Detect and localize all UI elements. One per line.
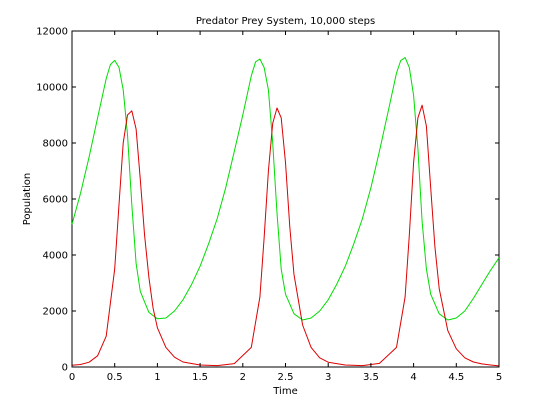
x-tick-label: 3 [325, 372, 331, 383]
y-tick-label: 8000 [43, 139, 68, 150]
series-1-line [71, 104, 500, 367]
plot-area [71, 30, 500, 368]
x-tick-label: 0.5 [107, 372, 123, 383]
x-tick-label: 5 [496, 372, 502, 383]
x-tick-label: 3.5 [363, 372, 379, 383]
x-tick-label: 2.5 [278, 372, 294, 383]
y-tick-label: 10000 [36, 83, 68, 94]
y-tick-label: 12000 [36, 27, 68, 38]
y-tick-label: 6000 [43, 195, 68, 206]
x-tick-label: 1.5 [192, 372, 208, 383]
series-layer [71, 57, 500, 367]
x-tick-label: 1 [154, 372, 160, 383]
x-tick-label: 4 [410, 372, 416, 383]
y-tick-label: 0 [62, 363, 68, 374]
x-tick-label: 4.5 [448, 372, 464, 383]
x-tick-label: 0 [69, 372, 75, 383]
y-tick-label: 2000 [43, 307, 68, 318]
y-tick-label: 4000 [43, 251, 68, 262]
y-axis-ticks: 0 2000 4000 6000 8000 10000 12000 [36, 27, 499, 374]
chart-title: Predator Prey System, 10,000 steps [196, 16, 375, 27]
series-0-line [71, 57, 500, 321]
x-axis-label: Time [272, 386, 297, 397]
x-tick-label: 2 [240, 372, 246, 383]
x-axis-ticks: 0 0.5 1 1.5 2 2.5 3 3.5 4 4.5 5 [69, 31, 502, 383]
y-axis-label: Population [22, 173, 33, 226]
